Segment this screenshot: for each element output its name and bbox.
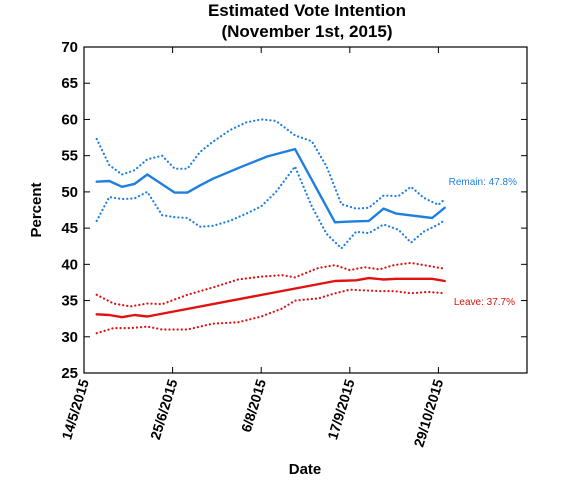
x-axis-label: Date: [289, 461, 322, 478]
x-axis: 14/5/2015 25/6/2015 6/8/2015 17/9/2015 29/10…: [58, 47, 446, 449]
y-tick-label: 70: [61, 39, 78, 56]
leave-series-label: Leave: 37.7%: [454, 297, 515, 308]
x-tick-label: 14/5/2015: [58, 377, 92, 441]
y-axis: 25 30 35 40 45 50 55 60 65 70: [61, 39, 527, 382]
leave-upper-line: [95, 261, 446, 308]
y-tick-label: 50: [61, 184, 78, 201]
y-tick-label: 30: [61, 329, 78, 346]
x-tick-label: 6/8/2015: [238, 377, 269, 434]
y-axis-label: Percent: [28, 182, 45, 237]
leave-line: [95, 276, 446, 319]
y-tick-label: 40: [61, 256, 78, 273]
x-tick-label: 25/6/2015: [147, 377, 181, 441]
x-tick-label: 17/9/2015: [324, 377, 358, 441]
chart-title-line-2: (November 1st, 2015): [221, 22, 392, 41]
y-tick-label: 45: [61, 220, 78, 237]
plot-frame: [83, 46, 528, 374]
y-tick-label: 60: [61, 111, 78, 128]
series-layer: [95, 118, 446, 335]
y-tick-label: 55: [61, 148, 78, 165]
remain-upper-line: [95, 118, 446, 210]
leave-lower-line: [95, 288, 446, 335]
remain-series-label: Remain: 47.8%: [449, 177, 517, 188]
y-tick-label: 25: [61, 365, 78, 382]
chart-title-line-1: Estimated Vote Intention: [208, 1, 406, 20]
remain-line: [95, 147, 446, 224]
x-tick-label: 29/10/2015: [410, 377, 446, 449]
y-tick-label: 35: [61, 293, 78, 310]
y-tick-label: 65: [61, 75, 78, 92]
remain-lower-line: [95, 165, 446, 250]
